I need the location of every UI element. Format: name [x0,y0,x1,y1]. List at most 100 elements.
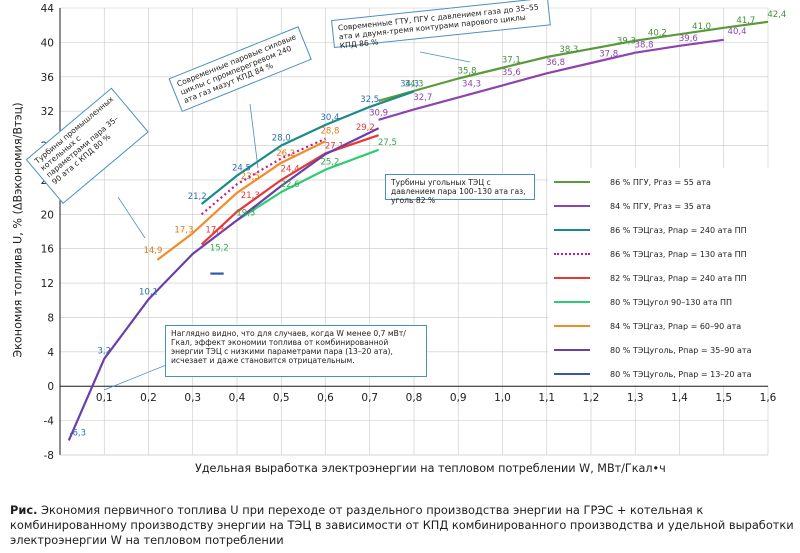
caption-lead: Рис. [10,503,38,517]
series-line-2 [200,90,415,205]
x-tick-label: 1,3 [627,392,644,404]
legend-swatch [554,181,590,183]
data-label: 27,5 [378,138,397,148]
data-label: 34,3 [405,79,424,89]
data-label: 3,2 [97,347,111,357]
data-label: 39,3 [617,36,636,46]
legend-swatch [554,325,590,327]
legend-swatch [554,349,590,351]
legend-item: 82 % ТЭЦгаз, Pпар = 240 ата ПП [548,270,770,286]
series-line-7 [67,127,380,441]
annotation-coal-turbines: Турбины угольных ТЭЦ с давлением пара 10… [385,174,535,205]
y-tick-label: -8 [44,450,54,462]
x-tick-label: 0,1 [96,392,113,404]
figure-caption: Рис. Экономия первичного топлива U при п… [10,503,795,548]
legend-label: 86 % ТЭЦгаз, Pпар = 130 ата ПП [610,249,747,259]
data-label: 17,3 [205,226,224,236]
series-line-1 [378,38,724,121]
x-tick-label: 0,7 [361,392,378,404]
data-label: 38,8 [635,41,654,51]
data-label: 32,5 [360,95,379,105]
legend-label: 80 % ТЭЦугол 90–130 ата ПП [610,297,733,307]
legend-item: 80 % ТЭЦугол 90–130 ата ПП [548,294,770,310]
legend-swatch [554,301,590,303]
axis-ticks: -8-40481216202428323640440,10,20,30,40,5… [41,3,777,462]
series-line-0 [378,20,769,102]
legend-swatch [554,277,590,279]
data-label: 34,3 [462,79,481,89]
data-label: 26,2 [276,149,295,159]
y-tick-label: 44 [41,3,55,15]
series-line-6 [156,140,326,261]
data-label: 38,3 [559,45,578,55]
y-tick-label: 40 [41,37,54,49]
y-tick-label: 4 [47,347,54,359]
x-tick-label: 1,5 [715,392,732,404]
x-tick-label: 1,1 [538,392,555,404]
y-tick-label: 36 [41,72,55,84]
annotation-leader [117,196,146,239]
series-line-5 [236,148,379,222]
data-label: 15,2 [210,244,229,254]
data-label: 27,1 [325,141,344,151]
y-tick-label: -4 [44,416,55,428]
data-label: 17,3 [174,226,193,236]
legend-item: 80 % ТЭЦуголь, Pпар = 13–20 ата [548,366,770,382]
annotation-low-pressure-note: Наглядно видно, что для случаев, когда W… [165,325,427,377]
data-label: 21,2 [188,192,207,202]
y-tick-label: 8 [47,312,54,324]
x-tick-label: 0,5 [273,392,290,404]
data-label: 24,5 [232,164,251,174]
data-label: 40,2 [648,29,667,39]
legend-label: 84 % ТЭЦгаз, Pпар = 60–90 ата [610,321,742,331]
data-label: 30,4 [320,113,339,123]
data-label: 34,3 [400,79,419,89]
data-label: 41,7 [736,16,755,26]
legend-label: 80 % ТЭЦуголь, Pпар = 35–90 ата [610,345,752,355]
y-tick-label: 12 [41,278,54,290]
data-label: 14,9 [143,246,162,256]
data-label: 25,2 [320,158,339,168]
legend-item: 84 % ПГУ, Pгаз = 35 ата [548,198,770,214]
x-tick-label: 1,0 [494,392,511,404]
x-tick-label: 0,2 [140,392,157,404]
x-axis-label: Удельная выработка электроэнергии на теп… [195,462,666,475]
data-label: 29,2 [356,123,375,133]
legend-swatch [554,373,590,375]
annotation-leader [419,51,471,63]
data-labels: 34,3 35,8 37,1 38,3 39,3 40,2 41,0 41,7 42,4 30,9… [69,10,786,439]
data-label: 10,1 [139,287,158,297]
data-label: 42,4 [767,10,786,20]
x-tick-label: 1,2 [583,392,600,404]
data-label: 37,8 [599,49,618,59]
data-label: 36,8 [546,58,565,68]
y-tick-label: 16 [41,244,55,256]
x-tick-label: 0,3 [184,392,201,404]
data-label: 41,0 [692,22,711,32]
data-label: 37,1 [502,55,521,65]
x-tick-label: 0,9 [450,392,467,404]
legend-label: 80 % ТЭЦуголь, Pпар = 13–20 ата [610,369,752,379]
x-tick-label: 0,4 [229,392,246,404]
legend-item: 86 % ТЭЦгаз, Pпар = 240 ата ПП [548,222,770,238]
legend-item: 86 % ТЭЦгаз, Pпар = 130 ата ПП [548,246,770,262]
data-label: 35,6 [502,68,521,78]
y-tick-label: 32 [41,106,54,118]
x-tick-label: 0,6 [317,392,334,404]
x-tick-label: 1,4 [671,392,688,404]
data-label: 19,3 [236,208,255,218]
series-line-4 [200,134,379,246]
data-label: 28,0 [272,134,291,144]
data-label: 39,6 [679,34,698,44]
legend-label: 86 % ПГУ, Pгаз = 55 ата [610,177,711,187]
x-tick-label: 0,8 [406,392,423,404]
data-label: 24,4 [281,164,300,174]
legend-label: 84 % ПГУ, Pгаз = 35 ата [610,201,711,211]
legend-label: 82 % ТЭЦгаз, Pпар = 240 ата ПП [610,273,747,283]
legend-label: 86 % ТЭЦгаз, Pпар = 240 ата ПП [610,225,747,235]
data-label: 32,7 [413,93,432,103]
legend-item: 80 % ТЭЦуголь, Pпар = 35–90 ата [548,342,770,358]
annotation-leader [249,103,259,169]
data-label: 23,5 [241,172,260,182]
legend-swatch [554,205,590,207]
